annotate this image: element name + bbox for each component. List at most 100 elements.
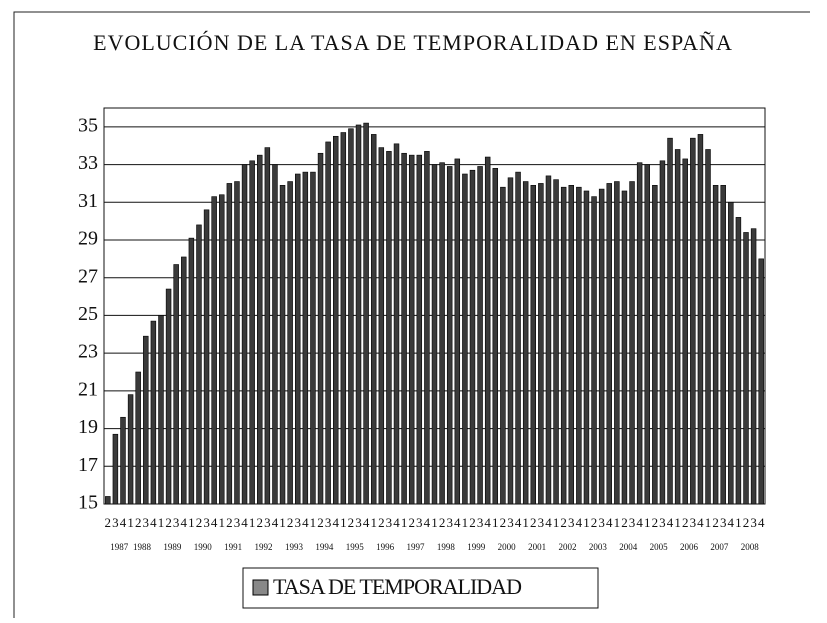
y-tick-label: 19 bbox=[78, 416, 98, 438]
bar bbox=[690, 137, 696, 505]
bar bbox=[120, 416, 126, 505]
bar bbox=[750, 228, 757, 505]
bar bbox=[469, 169, 476, 505]
bar bbox=[416, 154, 423, 505]
x-tick-label: 3 bbox=[173, 515, 180, 530]
y-tick-label: 29 bbox=[78, 228, 98, 250]
x-tick-label: 1 bbox=[219, 515, 226, 530]
x-tick-label: 3 bbox=[386, 515, 393, 530]
legend-swatch bbox=[252, 579, 269, 596]
x-tick-label: 2 bbox=[196, 515, 203, 530]
x-tick-label: 1 bbox=[735, 515, 742, 530]
x-tick-label: 2 bbox=[378, 515, 385, 530]
year-label: 1994 bbox=[315, 542, 334, 552]
bar bbox=[279, 185, 286, 505]
x-tick-label: 2 bbox=[287, 515, 294, 530]
legend bbox=[242, 567, 599, 609]
bar bbox=[340, 132, 347, 505]
bar bbox=[636, 162, 643, 505]
x-tick-label: 3 bbox=[294, 515, 301, 530]
x-tick-label: 2 bbox=[652, 515, 659, 530]
x-tick-label: 1 bbox=[188, 515, 195, 530]
x-tick-label: 3 bbox=[264, 515, 271, 530]
bar bbox=[219, 194, 225, 505]
x-tick-label: 3 bbox=[112, 515, 119, 530]
bar bbox=[135, 371, 141, 505]
bar bbox=[302, 171, 309, 505]
x-tick-label: 2 bbox=[712, 515, 719, 530]
x-tick-label: 3 bbox=[629, 515, 636, 530]
x-tick-label: 2 bbox=[408, 515, 415, 530]
x-tick-label: 1 bbox=[370, 515, 377, 530]
legend-label: TASA DE TEMPORALIDAD bbox=[273, 574, 521, 599]
y-tick-label: 25 bbox=[78, 303, 98, 325]
y-tick-label: 23 bbox=[78, 341, 98, 363]
bar bbox=[325, 141, 331, 505]
x-tick-label: 3 bbox=[446, 515, 453, 530]
bar bbox=[401, 152, 407, 505]
x-tick-label: 3 bbox=[143, 515, 150, 530]
x-tick-label: 3 bbox=[659, 515, 666, 530]
bar bbox=[454, 158, 461, 505]
year-label: 1989 bbox=[163, 542, 182, 552]
chart-title: EVOLUCIÓN DE LA TASA DE TEMPORALIDAD EN … bbox=[93, 30, 733, 55]
bar bbox=[264, 147, 271, 505]
x-tick-label: 4 bbox=[241, 515, 248, 530]
bar bbox=[112, 433, 119, 505]
bar bbox=[591, 196, 597, 505]
bar bbox=[492, 168, 499, 505]
year-label: 2006 bbox=[680, 542, 699, 552]
bar bbox=[720, 185, 726, 505]
x-tick-label: 2 bbox=[743, 515, 750, 530]
x-tick-label: 4 bbox=[181, 515, 188, 530]
x-tick-label: 3 bbox=[477, 515, 484, 530]
bar bbox=[735, 217, 742, 505]
bar bbox=[181, 256, 187, 505]
bar bbox=[644, 164, 650, 505]
bar bbox=[515, 171, 521, 505]
bar bbox=[393, 143, 400, 505]
bar bbox=[241, 164, 248, 505]
bar bbox=[576, 186, 582, 505]
bar bbox=[165, 288, 172, 505]
y-tick-label: 31 bbox=[78, 190, 98, 212]
x-tick-label: 4 bbox=[728, 515, 735, 530]
year-label: 1995 bbox=[346, 542, 365, 552]
bar bbox=[705, 149, 711, 505]
bar bbox=[105, 496, 111, 505]
year-label: 1988 bbox=[133, 542, 152, 552]
bar bbox=[674, 149, 681, 505]
bar bbox=[477, 166, 483, 505]
x-tick-label: 4 bbox=[393, 515, 400, 530]
bar bbox=[211, 196, 217, 505]
y-tick-label: 33 bbox=[78, 152, 98, 174]
x-tick-label: 3 bbox=[538, 515, 545, 530]
year-label: 1991 bbox=[224, 542, 242, 552]
x-tick-label: 2 bbox=[469, 515, 476, 530]
bar bbox=[682, 158, 688, 505]
bar bbox=[370, 134, 377, 505]
bar bbox=[462, 173, 468, 505]
x-tick-label: 3 bbox=[598, 515, 605, 530]
x-tick-label: 2 bbox=[439, 515, 446, 530]
year-label: 1996 bbox=[376, 542, 395, 552]
x-tick-label: 2 bbox=[165, 515, 172, 530]
x-tick-label: 3 bbox=[325, 515, 332, 530]
x-tick-label: 2 bbox=[317, 515, 324, 530]
x-tick-label: 1 bbox=[249, 515, 256, 530]
y-tick-label: 15 bbox=[78, 492, 98, 514]
x-tick-label: 2 bbox=[560, 515, 567, 530]
x-tick-label: 4 bbox=[272, 515, 279, 530]
bar bbox=[173, 264, 179, 505]
year-label: 1993 bbox=[285, 542, 304, 552]
bar bbox=[439, 162, 445, 505]
x-tick-label: 4 bbox=[211, 515, 218, 530]
x-tick-label: 4 bbox=[332, 515, 339, 530]
x-tick-label: 4 bbox=[484, 515, 491, 530]
bar bbox=[697, 134, 704, 505]
x-tick-label: 3 bbox=[720, 515, 727, 530]
x-tick-label: 4 bbox=[545, 515, 552, 530]
x-tick-label: 4 bbox=[576, 515, 583, 530]
bar bbox=[446, 166, 453, 505]
x-tick-label: 4 bbox=[758, 515, 765, 530]
